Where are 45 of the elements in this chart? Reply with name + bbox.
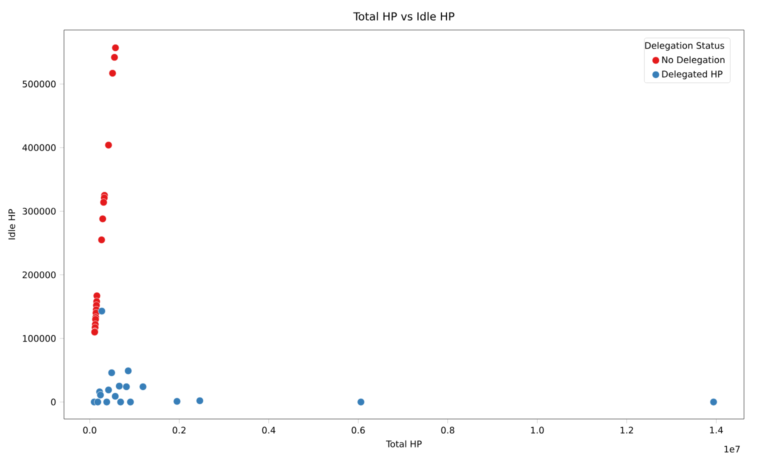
point xyxy=(104,141,112,149)
y-tick-label: 100000 xyxy=(22,335,56,342)
x-tick-label: 0.0 xyxy=(83,426,96,434)
legend-label: No Delegation xyxy=(662,56,724,65)
point xyxy=(111,392,120,400)
point xyxy=(110,54,118,62)
x-tick-label: 0.2 xyxy=(172,426,186,434)
x-tick-label: 1.0 xyxy=(531,426,544,434)
y-axis-title: Idle HP xyxy=(8,209,16,240)
point xyxy=(102,398,111,406)
point xyxy=(112,44,120,52)
point xyxy=(108,368,116,377)
point xyxy=(710,398,718,406)
y-tick-label: 300000 xyxy=(22,208,56,215)
x-axis-title: Total HP xyxy=(386,440,422,448)
chart-title: Total HP vs Idle HP xyxy=(353,12,454,20)
point xyxy=(173,398,181,406)
y-tick-label: 0 xyxy=(51,398,56,406)
x-tick-label: 0.6 xyxy=(352,426,365,434)
point xyxy=(98,215,106,223)
point xyxy=(100,198,108,206)
point xyxy=(124,367,132,375)
y-tick-label: 500000 xyxy=(22,80,56,88)
point xyxy=(108,69,116,78)
legend-title: Delegation Status xyxy=(645,42,724,51)
point xyxy=(357,398,365,406)
x-tick-label: 0.8 xyxy=(441,426,454,434)
point xyxy=(96,391,104,399)
point xyxy=(116,398,124,406)
x-tick-label: 0.4 xyxy=(262,426,276,434)
point xyxy=(98,307,106,315)
y-tick-label: 400000 xyxy=(22,144,56,152)
point xyxy=(126,398,134,406)
x-tick-label: 1.4 xyxy=(710,426,723,434)
text: 1e7 xyxy=(724,446,740,453)
point xyxy=(104,386,112,394)
point xyxy=(122,382,130,391)
point xyxy=(115,382,124,390)
point xyxy=(139,382,147,391)
legend-label: Delegated HP xyxy=(662,70,722,80)
point xyxy=(196,396,204,405)
x-tick-label: 1.2 xyxy=(620,426,633,434)
y-tick-label: 200000 xyxy=(22,271,56,278)
point xyxy=(98,236,106,244)
point xyxy=(94,398,102,406)
